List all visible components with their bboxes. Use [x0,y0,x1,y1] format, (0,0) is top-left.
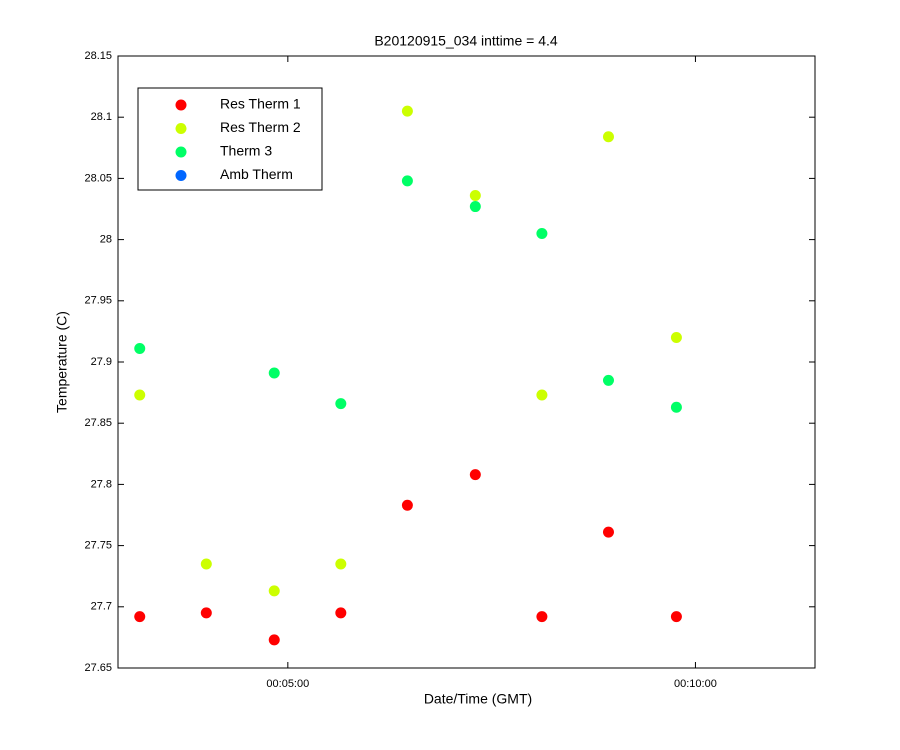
legend-marker [175,170,187,181]
y-tick-label: 28.1 [91,111,112,123]
y-tick-label: 28 [100,234,112,246]
x-tick-label: 00:10:00 [674,678,717,690]
y-tick-label: 27.8 [91,478,112,490]
y-tick-label: 27.65 [84,662,112,674]
data-point [536,389,548,401]
legend-label: Res Therm 2 [220,119,301,135]
y-tick-label: 28.05 [84,172,112,184]
y-tick-label: 27.85 [84,417,112,429]
data-point [268,367,280,379]
legend-marker [175,99,187,111]
data-point [401,175,413,187]
data-point [401,105,413,117]
legend-box [137,87,323,191]
y-tick-label: 27.75 [84,540,112,552]
data-point [134,389,146,401]
y-tick-label: 27.9 [91,356,112,368]
data-point [670,611,682,623]
legend-label: Therm 3 [220,143,272,159]
y-tick-label: 28.15 [84,50,112,62]
data-point [602,131,614,143]
data-point [469,469,481,481]
legend-label: Amb Therm [220,166,293,182]
data-point [670,332,682,344]
chart-title: B20120915_034 inttime = 4.4 [374,33,558,49]
y-axis-label: Temperature (C) [54,311,70,413]
data-point [469,201,481,213]
data-point [401,499,413,511]
data-point [134,343,146,355]
data-point [134,611,146,623]
data-point [469,190,481,202]
data-point [335,558,347,570]
data-point [268,634,280,646]
y-tick-label: 27.7 [91,601,112,613]
x-tick-label: 00:05:00 [266,678,309,690]
legend-marker [175,123,187,134]
data-point [335,607,347,619]
legend-marker [175,146,187,158]
data-point [200,558,212,570]
y-tick-label: 27.95 [84,295,112,307]
data-point [200,607,212,619]
data-point [602,526,614,538]
data-point [268,585,280,597]
data-point [670,401,682,413]
data-point [536,611,548,623]
legend-label: Res Therm 1 [220,96,301,112]
x-axis-label: Date/Time (GMT) [424,691,532,707]
data-point [335,398,347,410]
data-point [536,227,548,239]
data-point [602,374,614,386]
